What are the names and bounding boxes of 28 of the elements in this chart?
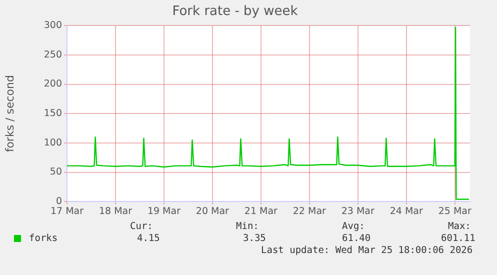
- x-tick-label: 18 Mar: [98, 206, 132, 217]
- text: 61.40: [342, 233, 371, 244]
- text: Last update: Wed Mar 25 18:00:06 2026: [261, 245, 473, 256]
- legend-label: forks: [29, 233, 58, 244]
- text: Avg:: [342, 221, 365, 232]
- text: Cur:: [130, 221, 153, 232]
- text: Min:: [236, 221, 259, 232]
- y-tick-label: 100: [44, 137, 62, 148]
- y-tick-label: 0: [56, 196, 62, 208]
- text: 3.35: [243, 233, 266, 244]
- x-tick-label: 19 Mar: [147, 206, 181, 217]
- x-tick-label: 17 Mar: [50, 206, 84, 217]
- text: 4.15: [137, 233, 160, 244]
- chart-title: Fork rate - by week: [172, 4, 298, 20]
- y-tick-label: 250: [44, 49, 62, 60]
- x-tick-label: 24 Mar: [390, 206, 423, 217]
- x-tick-label: 20 Mar: [196, 206, 230, 217]
- y-tick-label: 50: [50, 166, 62, 178]
- x-tick-label: 22 Mar: [292, 206, 326, 217]
- x-tick-label: 25 Mar: [438, 206, 472, 217]
- y-axis-title: forks / second: [3, 75, 16, 152]
- y-tick-label: 200: [44, 78, 62, 90]
- x-tick-label: 23 Mar: [341, 206, 374, 217]
- y-tick-label: 150: [44, 108, 62, 120]
- text: 601.11: [441, 233, 476, 244]
- x-tick-label: 21 Mar: [244, 206, 278, 217]
- y-tick-label: 300: [44, 20, 62, 32]
- text: Max:: [448, 221, 471, 232]
